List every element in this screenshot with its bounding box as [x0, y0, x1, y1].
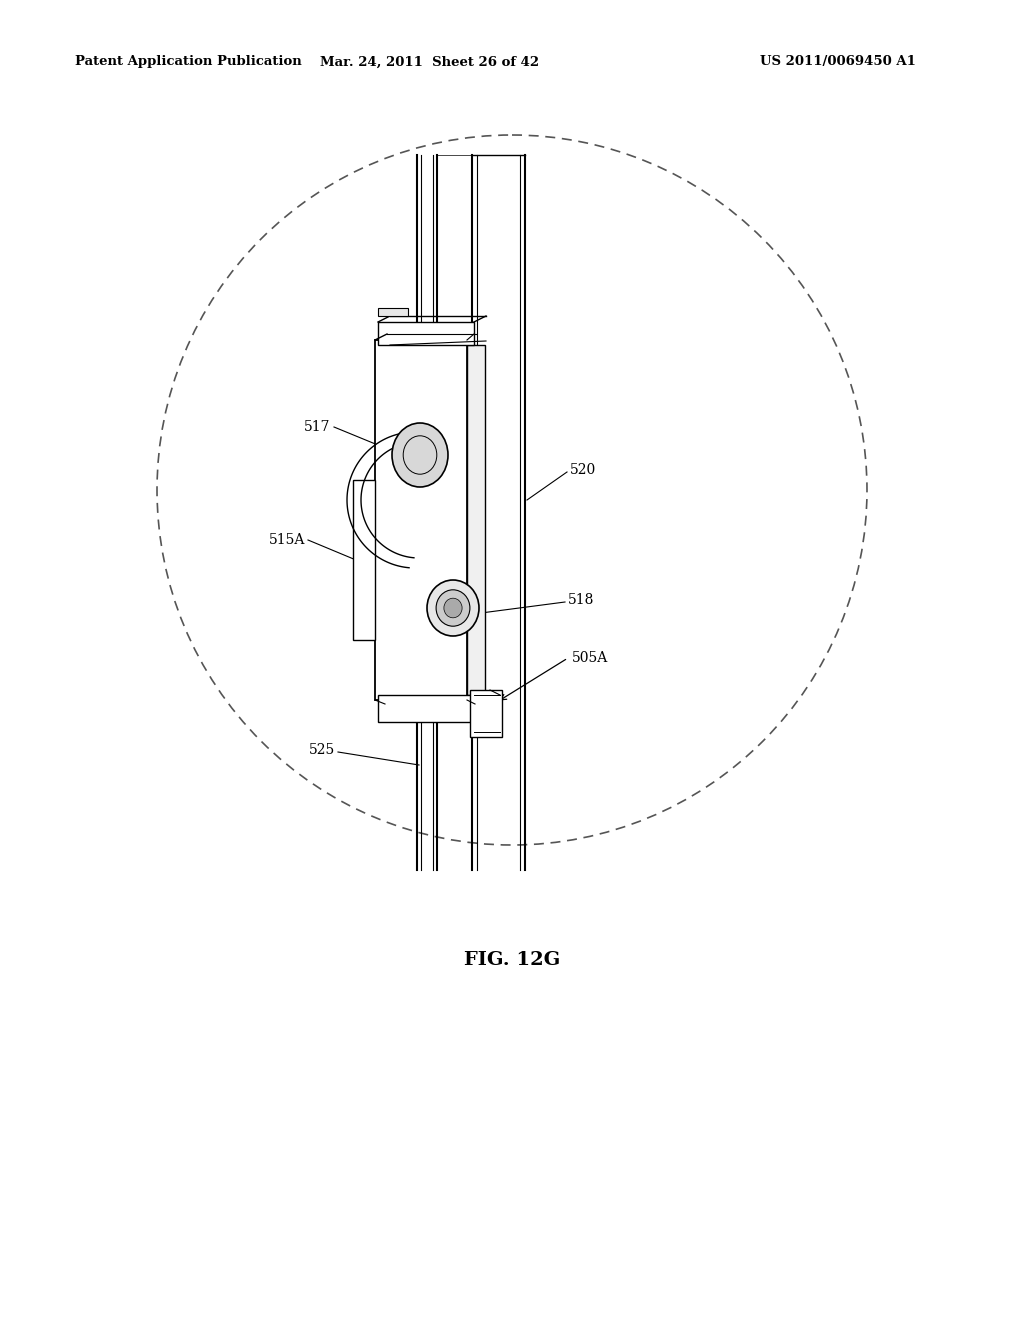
Ellipse shape	[392, 422, 449, 487]
Text: 505A: 505A	[572, 651, 608, 665]
Text: 520: 520	[570, 463, 596, 477]
Ellipse shape	[436, 590, 470, 626]
Bar	[378, 308, 408, 315]
Ellipse shape	[427, 579, 479, 636]
Text: 518: 518	[568, 593, 594, 607]
Bar	[467, 345, 485, 696]
Text: US 2011/0069450 A1: US 2011/0069450 A1	[760, 55, 915, 69]
Text: Patent Application Publication: Patent Application Publication	[75, 55, 302, 69]
Bar	[378, 322, 474, 345]
Bar	[470, 690, 502, 737]
Text: 515A: 515A	[268, 533, 305, 546]
Text: Mar. 24, 2011  Sheet 26 of 42: Mar. 24, 2011 Sheet 26 of 42	[321, 55, 540, 69]
Text: 517: 517	[303, 420, 330, 434]
Text: FIG. 12G: FIG. 12G	[464, 950, 560, 969]
Bar	[375, 341, 467, 700]
Bar	[353, 480, 375, 640]
Bar	[378, 696, 474, 722]
Text: 525: 525	[309, 743, 335, 756]
Ellipse shape	[443, 598, 462, 618]
